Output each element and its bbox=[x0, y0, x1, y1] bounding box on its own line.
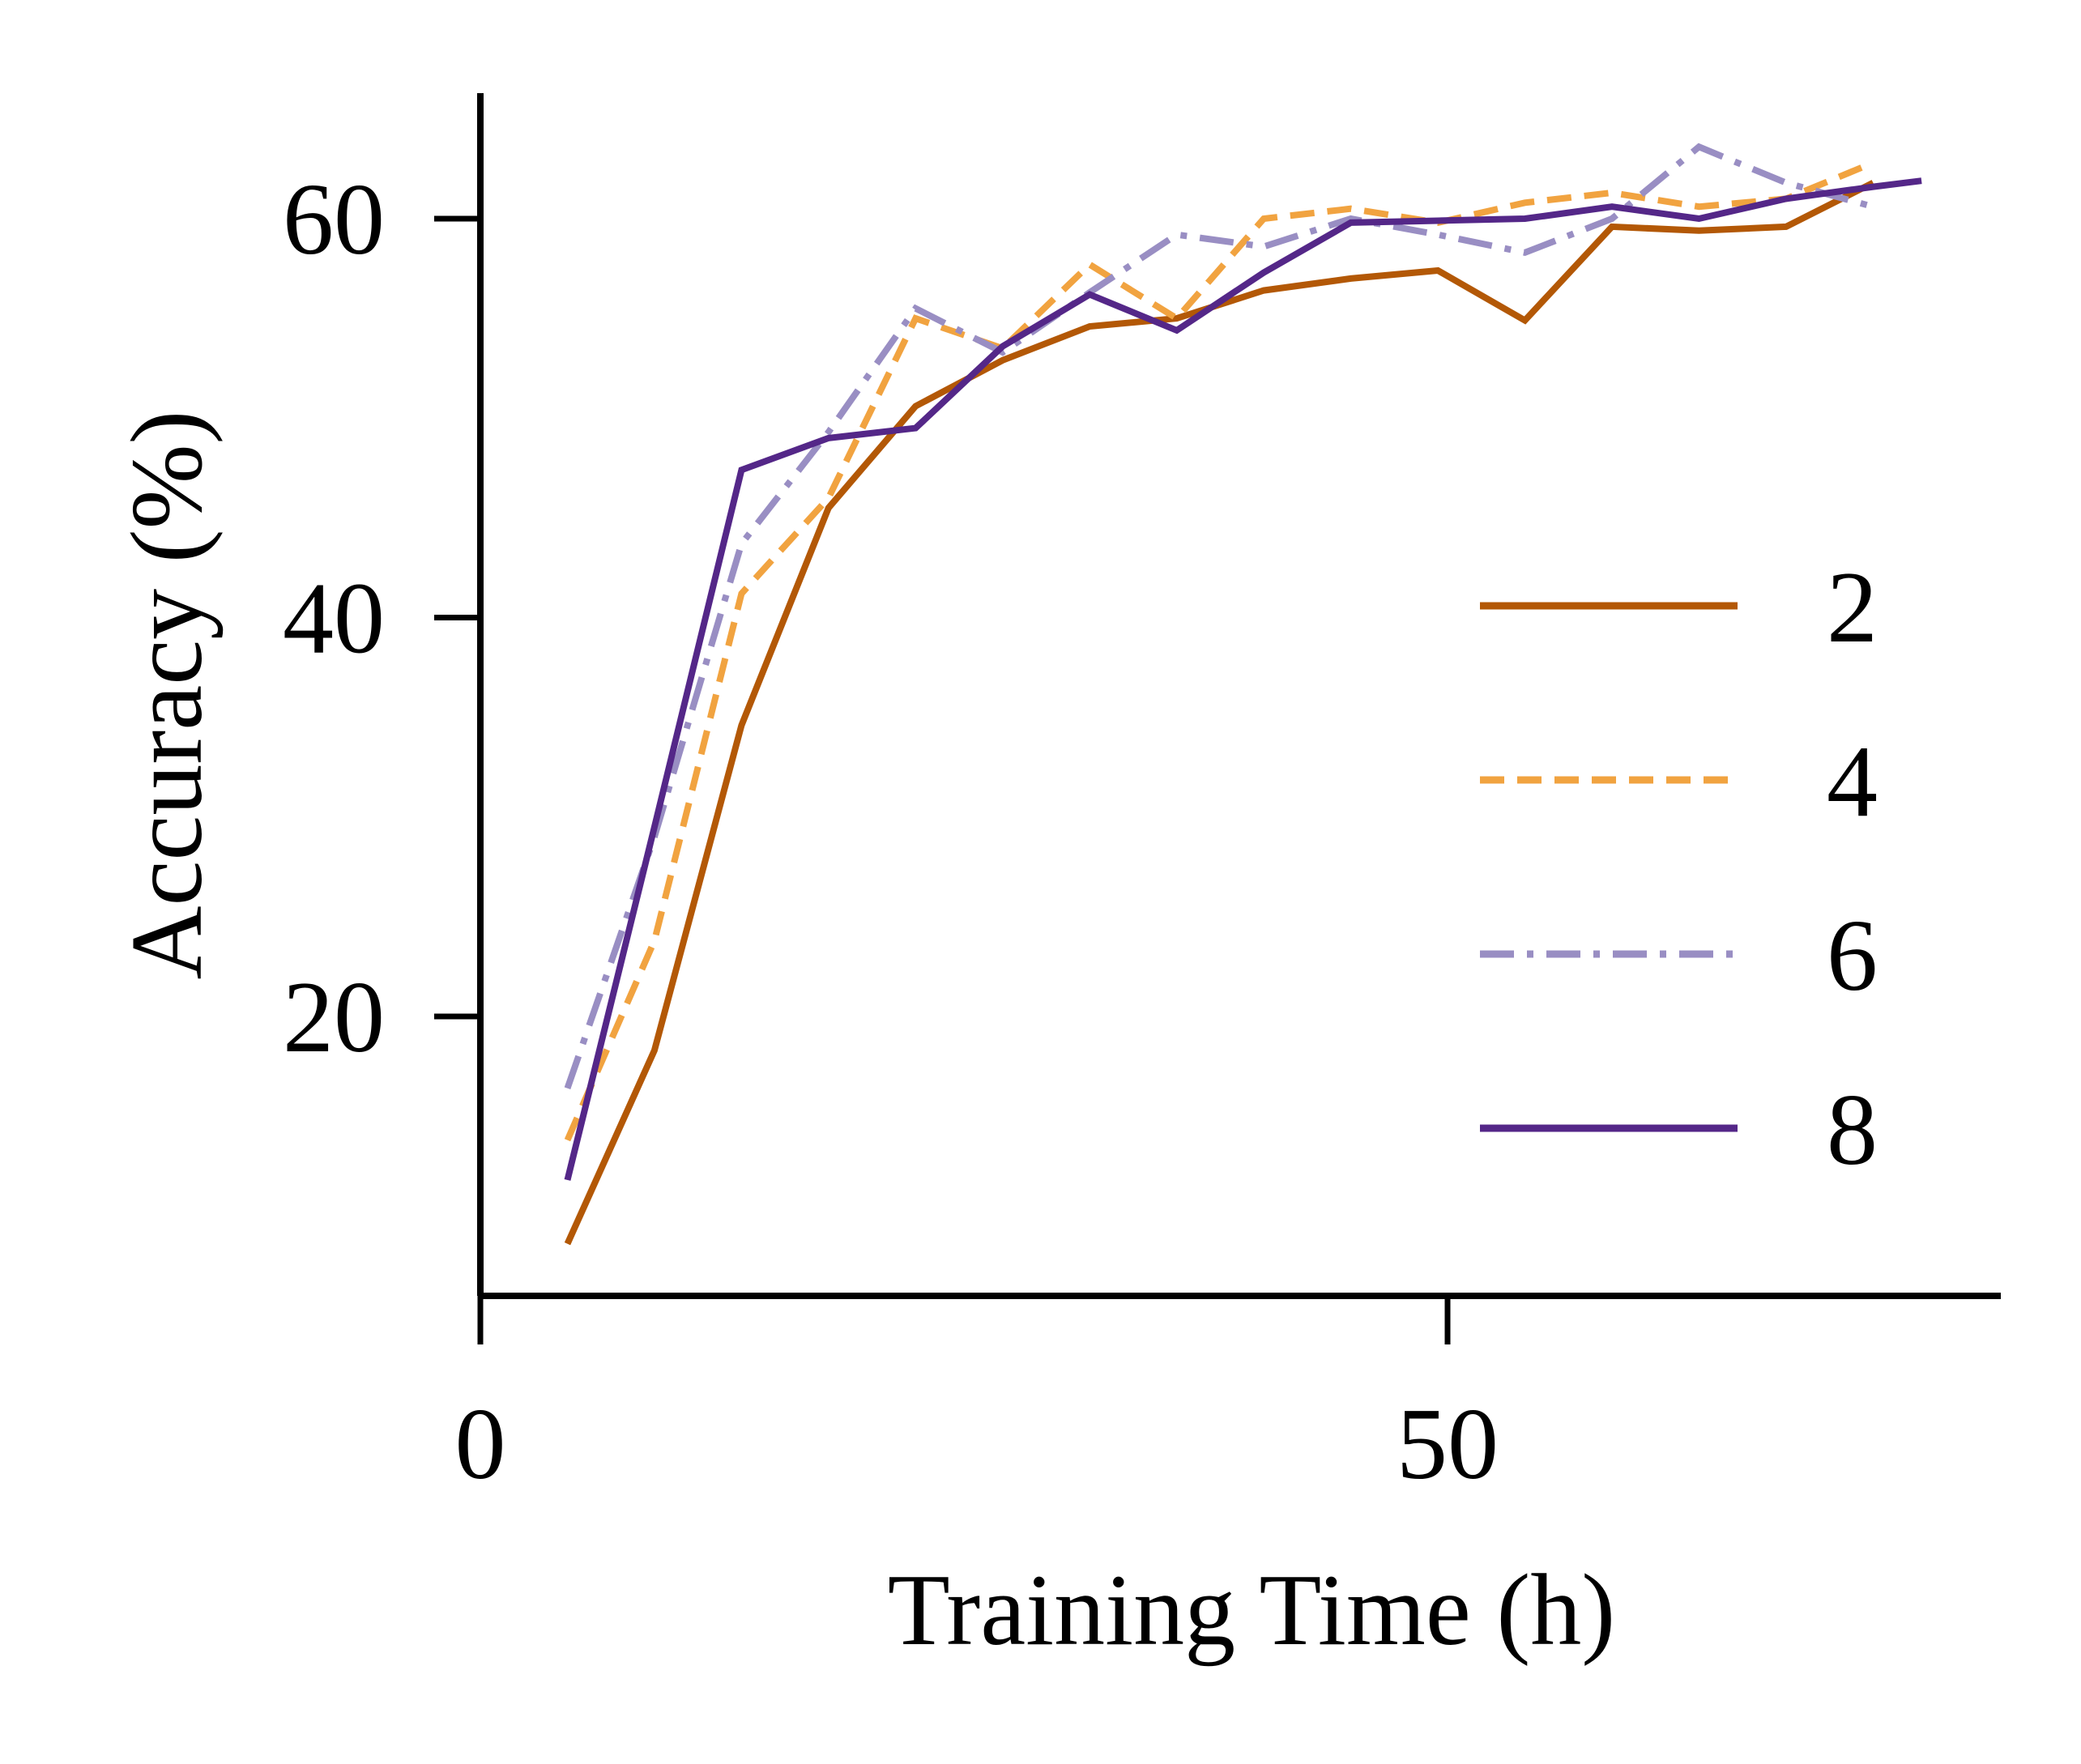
ticks: 20 40 60 0 50 bbox=[283, 164, 1499, 1501]
legend-label-8: 8 bbox=[1827, 1074, 1878, 1187]
y-tick-label: 60 bbox=[283, 164, 385, 276]
axes bbox=[477, 93, 2001, 1299]
legend: 2 4 6 8 bbox=[1480, 552, 1878, 1187]
legend-label-2: 2 bbox=[1827, 552, 1878, 664]
series-lines bbox=[564, 143, 1922, 1246]
y-tick-label: 20 bbox=[283, 961, 385, 1074]
legend-label-6: 6 bbox=[1827, 900, 1878, 1012]
x-tick-label: 0 bbox=[455, 1388, 506, 1501]
series-line-2 bbox=[564, 180, 1875, 1246]
x-axis-title: Training Time (h) bbox=[888, 1554, 1616, 1667]
y-axis-title: Accuracy (%) bbox=[111, 410, 224, 979]
legend-label-4: 4 bbox=[1827, 726, 1878, 838]
y-tick-label: 40 bbox=[283, 563, 385, 675]
series-line-6 bbox=[564, 143, 1874, 1090]
x-tick-label: 50 bbox=[1397, 1388, 1499, 1501]
series-line-8 bbox=[564, 177, 1922, 1181]
series-line-4 bbox=[564, 160, 1874, 1142]
